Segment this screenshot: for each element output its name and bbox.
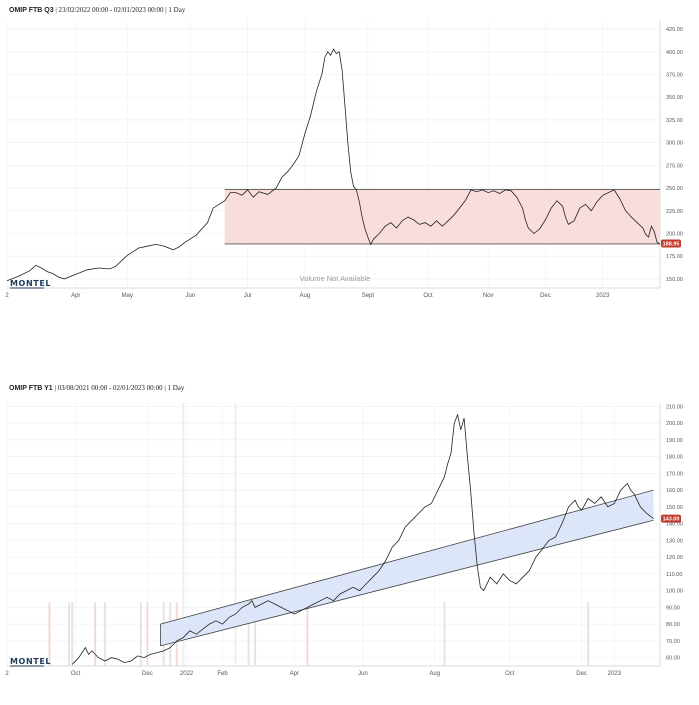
chart-title-main: OMIP FTB Q3 <box>9 7 54 14</box>
last-price-label: 143.00 <box>663 517 680 523</box>
y-tick-label: 200.00 <box>666 231 683 237</box>
y-tick-label: 160.00 <box>666 488 683 494</box>
channel-band <box>224 189 660 244</box>
x-tick-label: 2023 <box>608 671 622 677</box>
x-tick-label: Oct <box>505 671 515 677</box>
x-tick-label: Jul <box>244 293 252 299</box>
chart-title-range: | 03/08/2021 00:00 - 02/01/2023 00:00 | … <box>52 384 185 392</box>
x-tick-label: May <box>122 293 133 299</box>
channel-band <box>160 490 654 646</box>
y-tick-label: 350.00 <box>666 95 683 101</box>
x-tick-label: 2 <box>5 293 9 299</box>
chart-title: OMIP FTB Y1 | 03/08/2021 00:00 - 02/01/2… <box>9 384 184 392</box>
event-bar <box>182 403 185 666</box>
x-tick-label: Jun <box>185 293 195 299</box>
event-bar <box>146 602 149 666</box>
y-tick-label: 70.00 <box>666 639 680 645</box>
series-line <box>72 413 654 665</box>
x-tick-label: Feb <box>217 671 228 677</box>
event-bar <box>139 602 142 666</box>
x-tick-label: Oct <box>71 671 81 677</box>
y-tick-label: 150.00 <box>666 277 683 283</box>
y-tick-label: 250.00 <box>666 186 683 192</box>
event-bar <box>71 602 74 666</box>
series-line <box>6 48 661 282</box>
event-bar <box>254 602 257 666</box>
x-tick-label: Apr <box>71 293 80 299</box>
x-tick-label: 2023 <box>596 293 610 299</box>
montel-logo: MONTEL <box>10 279 51 288</box>
y-tick-label: 100.00 <box>666 589 683 595</box>
event-bar <box>247 602 250 666</box>
event-bar <box>103 602 106 666</box>
y-tick-label: 120.00 <box>666 555 683 561</box>
y-tick-label: 225.00 <box>666 209 683 215</box>
x-tick-label: Aug <box>429 671 440 677</box>
chart-svg-y1[interactable]: 210.00 200.00 190.00 180.00 170.00 160.00 150.… <box>0 378 699 698</box>
x-tick-label: Sept <box>362 293 375 299</box>
y-tick-label: 110.00 <box>666 572 682 578</box>
montel-logo: MONTEL <box>10 657 51 666</box>
y-tick-label: 150.00 <box>666 505 683 511</box>
x-tick-label: Dec <box>142 671 153 677</box>
y-tick-label: 425.00 <box>666 27 683 33</box>
y-tick-label: 60.00 <box>666 656 680 662</box>
y-tick-label: 210.00 <box>666 404 683 410</box>
event-bar <box>94 602 97 666</box>
y-tick-label: 190.00 <box>666 438 683 444</box>
x-tick-label: Apr <box>290 671 299 677</box>
event-bar <box>443 602 446 666</box>
y-tick-label: 325.00 <box>666 118 683 124</box>
x-tick-label: Oct <box>423 293 433 299</box>
channel-lower-line <box>160 519 654 647</box>
y-tick-label: 180.00 <box>666 455 683 461</box>
x-tick-label: 2 <box>5 671 9 677</box>
chart-title: OMIP FTB Q3 | 23/02/2022 00:00 - 02/01/2… <box>9 6 185 14</box>
channel-upper-line <box>160 489 654 625</box>
x-tick-label: Dec <box>576 671 587 677</box>
y-tick-label: 275.00 <box>666 163 683 169</box>
chart-panel-y1: OMIP FTB Y1 | 03/08/2021 00:00 - 02/01/2… <box>0 378 699 698</box>
x-tick-label: Dec <box>540 293 551 299</box>
x-tick-label: Nov <box>483 293 494 299</box>
x-tick-label: 2022 <box>180 671 194 677</box>
y-tick-label: 170.00 <box>666 471 683 477</box>
y-tick-label: 200.00 <box>666 421 683 427</box>
event-bar <box>68 602 71 666</box>
y-tick-label: 375.00 <box>666 73 683 79</box>
event-bar <box>587 602 590 666</box>
event-bar <box>234 403 237 666</box>
y-tick-label: 400.00 <box>666 50 683 56</box>
chart-svg-q3[interactable]: 425.00 400.00 375.00 350.00 325.00 300.00 275.… <box>0 0 699 300</box>
x-tick-label: Jun <box>358 671 368 677</box>
y-tick-label: 80.00 <box>666 622 680 628</box>
last-price-badge <box>661 239 681 248</box>
y-tick-label: 130.00 <box>666 538 683 544</box>
y-tick-label: 300.00 <box>666 141 683 147</box>
chart-panel-q3: OMIP FTB Q3 | 23/02/2022 00:00 - 02/01/2… <box>0 0 699 300</box>
chart-title-main: OMIP FTB Y1 <box>9 385 53 392</box>
y-tick-label: 140.00 <box>666 522 683 528</box>
volume-note: Volume Not Available <box>300 274 371 283</box>
event-bar <box>306 602 309 666</box>
y-tick-label: 90.00 <box>666 605 680 611</box>
event-bar <box>48 602 51 666</box>
y-tick-label: 175.00 <box>666 254 683 260</box>
last-price-badge <box>661 514 681 523</box>
chart-title-range: | 23/02/2022 00:00 - 02/01/2023 00:00 | … <box>53 6 186 14</box>
last-price-label: 188.95 <box>663 242 680 248</box>
x-tick-label: Aug <box>300 293 311 299</box>
